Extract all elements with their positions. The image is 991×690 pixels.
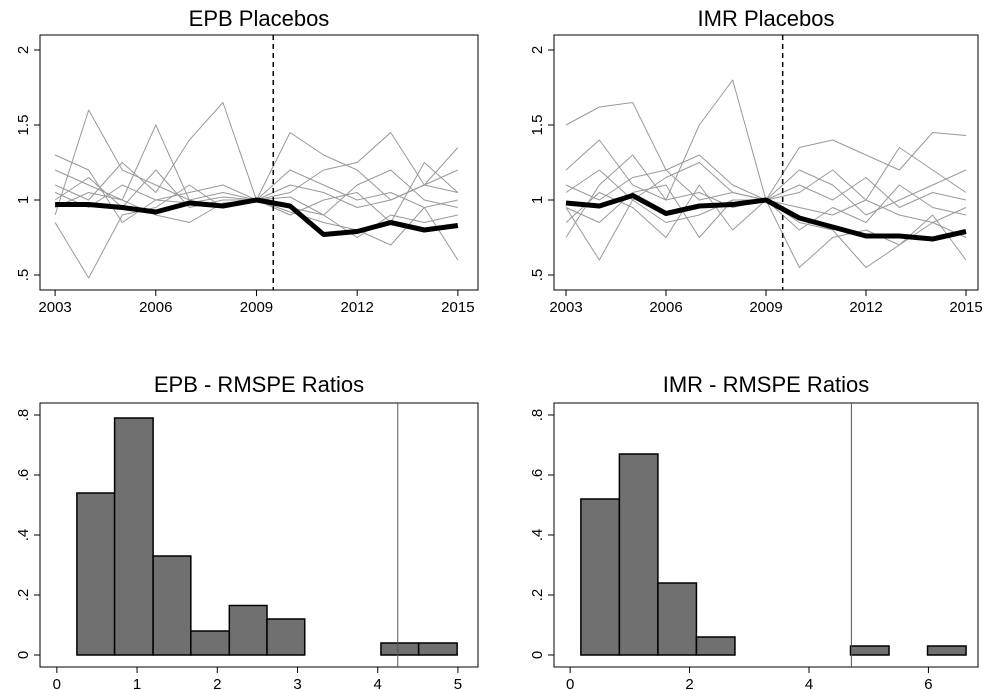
series-line [565,102,967,201]
series-line [565,79,967,268]
y-tick-label: 2 [529,46,546,54]
x-tick-label: 2009 [749,299,782,316]
bar [657,582,698,656]
series-line [54,184,458,208]
y-tick-label: .6 [529,469,546,482]
series-line [54,124,459,201]
x-tick-label: 6 [924,676,932,690]
y-tick-label: 1.5 [15,115,32,136]
y-tick-label: .5 [529,269,546,282]
series-line [565,147,967,201]
x-tick-label: 2003 [38,299,71,316]
x-tick-label: 5 [454,676,462,690]
y-tick-label: 2 [15,46,32,54]
series-line [565,193,967,242]
x-tick-label: 1 [133,676,141,690]
x-tick-label: 0 [53,676,61,690]
plot-frame [39,34,479,291]
chart-title: EPB - RMSPE Ratios [154,372,364,397]
y-tick-label: .2 [15,589,32,602]
bar [618,453,659,656]
series-line [55,197,459,237]
bar [152,555,192,656]
bar [380,642,420,656]
x-tick-label: 2012 [849,299,882,316]
series-line [54,162,459,223]
bar [76,492,116,656]
y-tick-label: .5 [15,269,32,282]
series-line [54,102,459,201]
x-tick-label: 3 [293,676,301,690]
y-tick-label: 0 [529,651,546,659]
y-tick-label: .6 [15,469,32,482]
x-tick-label: 2012 [340,299,373,316]
chart-title: IMR - RMSPE Ratios [663,372,870,397]
chart-title: IMR Placebos [698,6,835,31]
y-tick-label: .8 [529,409,546,422]
bar [849,645,890,656]
x-tick-label: 0 [566,676,574,690]
x-tick-label: 2015 [949,299,982,316]
x-tick-label: 4 [374,676,382,690]
bar [417,642,458,656]
y-tick-label: 1 [529,196,546,204]
x-tick-label: 2009 [240,299,273,316]
series-line [54,154,458,223]
bar [695,636,736,656]
x-tick-label: 2015 [441,299,474,316]
y-tick-label: 1.5 [529,115,546,136]
y-tick-label: .8 [15,409,32,422]
bar [266,618,306,656]
series-line [565,139,967,216]
x-tick-label: 4 [805,676,813,690]
x-tick-label: 2 [685,676,693,690]
bar [926,645,967,656]
bar [228,604,268,656]
bar [113,417,154,656]
x-tick-label: 2006 [649,299,682,316]
chart-title: EPB Placebos [189,6,330,31]
y-tick-label: .2 [529,589,546,602]
x-tick-label: 2006 [139,299,172,316]
series-line [565,199,967,268]
x-tick-label: 2003 [549,299,582,316]
y-tick-label: 1 [15,196,32,204]
bar [190,630,231,656]
y-tick-label: .4 [529,529,546,542]
plot-frame [553,34,979,291]
bar [580,498,621,656]
y-tick-label: .4 [15,529,32,542]
x-tick-label: 2 [213,676,221,690]
y-tick-label: 0 [15,651,32,659]
